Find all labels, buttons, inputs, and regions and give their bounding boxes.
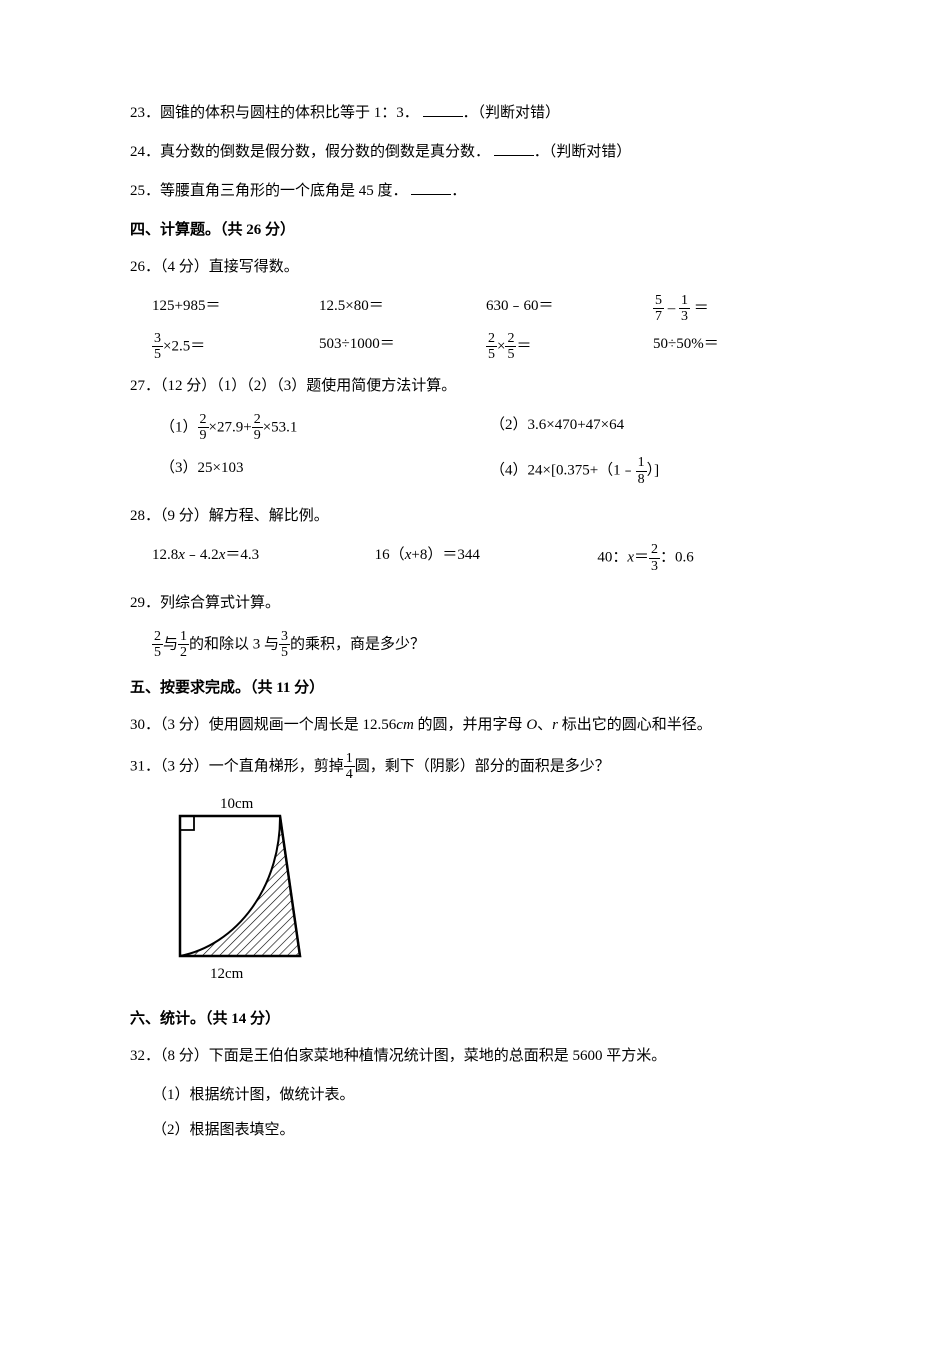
section-5-header: 五、按要求完成。（共 11 分）	[130, 675, 820, 702]
q32-points: （8 分）	[160, 1048, 209, 1064]
calc-row-2: 35×2.5＝ 503÷1000＝ 25×25＝ 50÷50%＝	[152, 331, 820, 363]
q28-points: （9 分）	[160, 508, 209, 524]
q30-text-c: 、	[537, 717, 552, 733]
q25-blank[interactable]	[411, 181, 451, 195]
question-32: 32．（8 分）下面是王伯伯家菜地种植情况统计图，菜地的总面积是 5600 平方…	[130, 1043, 820, 1070]
q24-blank[interactable]	[494, 142, 534, 156]
q23-text-a: 圆锥的体积与圆柱的体积比等于 1：3．	[160, 105, 419, 121]
calc-2-2: 503÷1000＝	[319, 331, 486, 363]
calc-1-3: 630﹣60＝	[486, 293, 653, 325]
q32-sub-1: （1）根据统计图，做统计表。	[130, 1082, 820, 1109]
calc-2-1: 35×2.5＝	[152, 331, 319, 363]
frac-2-3: 23	[649, 542, 660, 574]
section-4-header: 四、计算题。（共 26 分）	[130, 217, 820, 244]
frac-1-2: 12	[178, 629, 189, 661]
q23-text-b: ．（判断对错）	[463, 105, 561, 121]
frac-2-9b: 29	[252, 412, 263, 444]
frac-1-3: 13	[679, 293, 690, 325]
question-25: 25．等腰直角三角形的一个底角是 45 度． ．	[130, 178, 820, 205]
q27-item-2: （2）3.6×470+47×64	[490, 412, 820, 444]
q28-eq-2: 16（x+8）＝344	[375, 542, 598, 574]
q28-eq-3: 40：x＝40：x＝23：0.6	[597, 542, 820, 574]
q31-num: 31．	[130, 758, 160, 774]
q24-num: 24．	[130, 144, 160, 160]
q30-num: 30．	[130, 717, 160, 733]
frac-1-4: 14	[344, 751, 355, 783]
q32-text: 下面是王伯伯家菜地种植情况统计图，菜地的总面积是 5600 平方米。	[209, 1048, 667, 1064]
q23-blank[interactable]	[423, 103, 463, 117]
q28-equations: 12.8x﹣4.2x＝4.3 16（x+8）＝344 40：x＝40：x＝23：…	[152, 542, 820, 574]
question-31: 31．（3 分）一个直角梯形，剪掉14圆，剩下（阴影）部分的面积是多少？	[130, 751, 820, 783]
q28-text: 解方程、解比例。	[209, 508, 329, 524]
question-30: 30．（3 分）使用圆规画一个周长是 12.56cm 的圆，并用字母 O、r 标…	[130, 712, 820, 739]
q25-text-a: 等腰直角三角形的一个底角是 45 度．	[160, 183, 408, 199]
q31-text-a: 一个直角梯形，剪掉	[209, 758, 344, 774]
q28-num: 28．	[130, 508, 160, 524]
q29-expression: 25与12的和除以 3 与35的乘积，商是多少？	[130, 629, 820, 661]
calc-row-1: 125+985＝ 12.5×80＝ 630﹣60＝ 57 – 13 ＝	[152, 293, 820, 325]
q30-O: O	[526, 717, 537, 733]
q32-num: 32．	[130, 1048, 160, 1064]
q23-num: 23．	[130, 105, 160, 121]
question-29: 29．列综合算式计算。	[130, 590, 820, 617]
q25-text-b: ．	[451, 183, 466, 199]
question-24: 24．真分数的倒数是假分数，假分数的倒数是真分数． ．（判断对错）	[130, 139, 820, 166]
section-6-header: 六、统计。（共 14 分）	[130, 1006, 820, 1033]
q31-points: （3 分）	[160, 758, 209, 774]
q32-sub-2: （2）根据图表填空。	[130, 1117, 820, 1144]
q28-eq-1: 12.8x﹣4.2x＝4.3	[152, 542, 375, 574]
q30-text-b: 的圆，并用字母	[414, 717, 527, 733]
q27-row-1: （1）29×27.9+29×53.1 （2）3.6×470+47×64	[160, 412, 820, 444]
frac-3-5a: 35	[152, 331, 163, 363]
frac-5-7: 57	[653, 293, 664, 325]
question-23: 23．圆锥的体积与圆柱的体积比等于 1：3． ．（判断对错）	[130, 100, 820, 127]
q27-text: （1）（2）（3）题使用简便方法计算。	[216, 378, 456, 394]
q31-text-b: 圆，剩下（阴影）部分的面积是多少？	[355, 758, 610, 774]
q30-text-a: 使用圆规画一个周长是 12.56	[209, 717, 397, 733]
frac-3-5b: 35	[279, 629, 290, 661]
question-28: 28．（9 分）解方程、解比例。	[130, 503, 820, 530]
q29-num: 29．	[130, 595, 160, 611]
q26-points: （4 分）	[160, 259, 209, 275]
trapezoid-figure: 10cm 12cm	[160, 794, 820, 994]
frac-2-5a: 25	[486, 331, 497, 363]
figure-bottom-label: 12cm	[210, 966, 244, 982]
calc-2-3: 25×25＝	[486, 331, 653, 363]
trapezoid-svg: 10cm 12cm	[160, 794, 330, 984]
frac-2-5c: 25	[152, 629, 163, 661]
question-27: 27．（12 分）（1）（2）（3）题使用简便方法计算。	[130, 373, 820, 400]
q26-text: 直接写得数。	[209, 259, 299, 275]
q27-item-3: （3）25×103	[160, 455, 490, 487]
q27-points: （12 分）	[160, 378, 216, 394]
q24-text-a: 真分数的倒数是假分数，假分数的倒数是真分数．	[160, 144, 490, 160]
question-26: 26．（4 分）直接写得数。	[130, 254, 820, 281]
q29-text: 列综合算式计算。	[160, 595, 280, 611]
q27-item-4: （4）24×[0.375+（1﹣18）]	[490, 455, 820, 487]
calc-1-1: 125+985＝	[152, 293, 319, 325]
q26-num: 26．	[130, 259, 160, 275]
calc-2-4: 50÷50%＝	[653, 331, 820, 363]
frac-1-8: 18	[636, 455, 647, 487]
q27-row-2: （3）25×103 （4）24×[0.375+（1﹣18）]	[160, 455, 820, 487]
q30-points: （3 分）	[160, 717, 209, 733]
q25-num: 25．	[130, 183, 160, 199]
q27-num: 27．	[130, 378, 160, 394]
q27-item-1: （1）29×27.9+29×53.1	[160, 412, 490, 444]
q24-text-b: ．（判断对错）	[534, 144, 632, 160]
frac-2-9a: 29	[198, 412, 209, 444]
q30-text-d: 标出它的圆心和半径。	[558, 717, 712, 733]
calc-1-2: 12.5×80＝	[319, 293, 486, 325]
figure-top-label: 10cm	[220, 796, 254, 812]
calc-1-4: 57 – 13 ＝	[653, 293, 820, 325]
frac-2-5b: 25	[505, 331, 516, 363]
q30-cm: cm	[396, 717, 414, 733]
